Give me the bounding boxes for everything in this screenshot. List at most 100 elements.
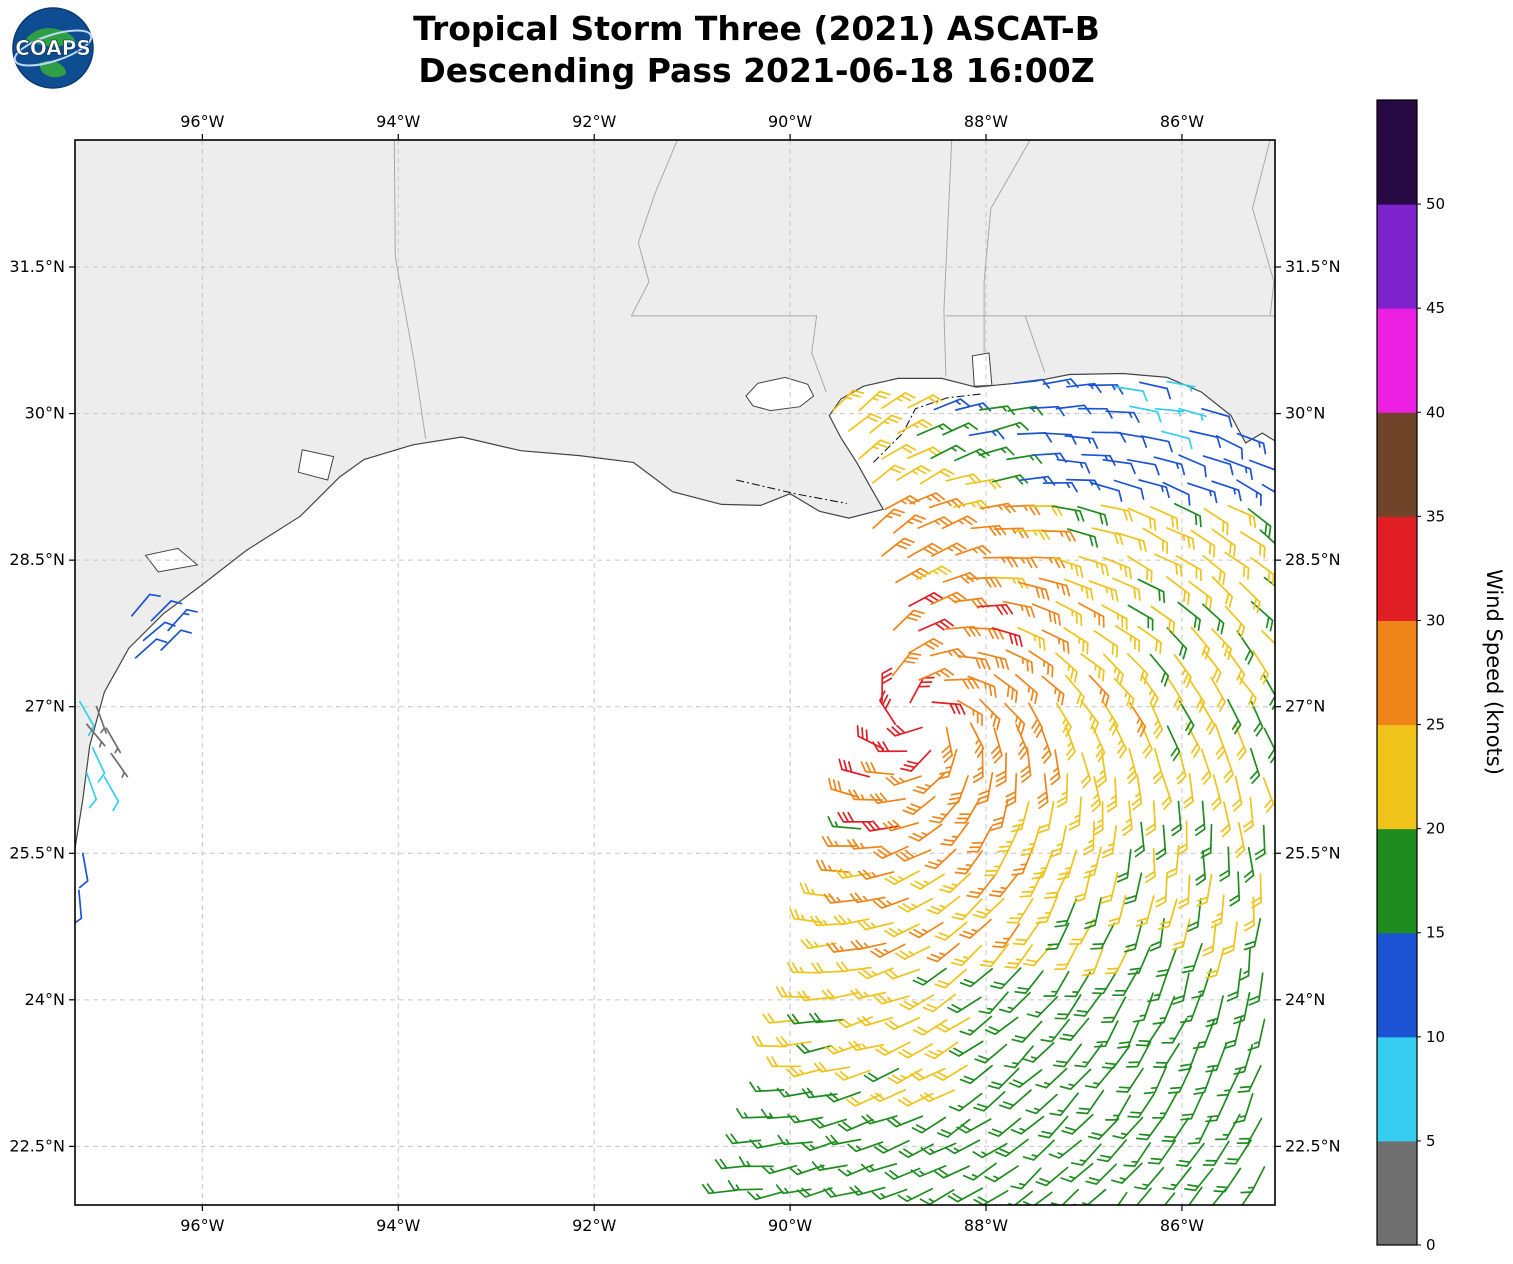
- wind-barb: [1252, 649, 1269, 685]
- wind-barb: [1152, 995, 1176, 1025]
- wind-barb: [1154, 407, 1185, 417]
- wind-barb: [945, 625, 981, 637]
- wind-barb: [1227, 650, 1246, 685]
- colorbar-segment: [1377, 100, 1417, 205]
- wind-barb: [1102, 653, 1124, 686]
- wind-barb: [811, 962, 847, 974]
- wind-barb: [1124, 872, 1143, 905]
- lon-tick-label: 96°W: [180, 112, 224, 131]
- wind-barb: [955, 544, 992, 556]
- wind-barb: [954, 850, 984, 875]
- wind-barb: [895, 567, 931, 584]
- wind-barb: [1196, 873, 1213, 907]
- wind-barb: [1022, 1139, 1055, 1161]
- wind-barb: [1202, 455, 1234, 476]
- wind-barb: [920, 1142, 957, 1156]
- wind-barb: [1004, 702, 1026, 735]
- wind-barb: [1081, 946, 1104, 977]
- maritime-dashed-line: [873, 393, 982, 463]
- wind-barb: [1190, 529, 1216, 558]
- wind-barb: [1012, 920, 1041, 946]
- colorbar-segment: [1377, 204, 1417, 309]
- wind-barb: [1111, 1162, 1143, 1184]
- wind-barb: [1015, 723, 1029, 760]
- wind-barb: [1102, 700, 1119, 736]
- wind-barb: [1076, 1089, 1105, 1115]
- wind-barb: [1055, 601, 1083, 627]
- wind-barb: [847, 413, 882, 432]
- wind-barb: [1137, 578, 1166, 604]
- wind-barb: [837, 1016, 874, 1029]
- wind-barb: [1088, 383, 1124, 395]
- wind-barb: [1220, 801, 1232, 838]
- wind-barb: [916, 423, 953, 436]
- wind-barb: [977, 651, 1010, 671]
- wind-barb: [1195, 850, 1207, 886]
- wind-barb: [1041, 530, 1076, 542]
- wind-barb: [1030, 556, 1066, 569]
- wind-barb: [1035, 1166, 1069, 1187]
- wind-barb: [823, 893, 860, 904]
- wind-barb: [884, 1167, 921, 1180]
- wind-barb: [1134, 821, 1145, 858]
- wind-barb: [827, 816, 862, 830]
- wind-barb: [934, 968, 968, 989]
- colorbar-axis-label: Wind Speed (knots): [1482, 569, 1506, 775]
- wind-barb: [761, 1164, 798, 1175]
- wind-barb: [1092, 726, 1106, 763]
- wind-barb: [1261, 630, 1275, 658]
- wind-barb: [1066, 528, 1099, 548]
- wind-barb: [1166, 380, 1196, 392]
- wind-barb: [1100, 871, 1119, 904]
- wind-barb: [1038, 577, 1071, 597]
- wind-barb: [953, 499, 990, 511]
- wind-barb: [821, 989, 858, 1000]
- wind-barb: [1153, 1042, 1181, 1069]
- wind-barb: [872, 897, 910, 909]
- wind-barb: [1187, 898, 1202, 932]
- lake: [745, 376, 815, 412]
- wind-barb: [979, 698, 1001, 731]
- wind-barb: [1138, 381, 1172, 400]
- wind-barb: [956, 699, 983, 727]
- wind-barb: [931, 542, 967, 557]
- wind-barb: [1063, 627, 1089, 655]
- wind-barb: [1259, 529, 1275, 557]
- wind-barb: [1240, 531, 1266, 559]
- wind-barb: [1068, 796, 1082, 831]
- lon-tick-label: 86°W: [1160, 1216, 1204, 1235]
- wind-barb: [1054, 994, 1082, 1020]
- wind-barb: [847, 1141, 884, 1153]
- wind-barb: [1157, 898, 1178, 930]
- wind-barb: [1161, 1117, 1190, 1143]
- lat-tick-label: 30°N: [1285, 404, 1325, 423]
- coaps-logo: COAPS: [10, 5, 96, 91]
- wind-barb: [1203, 507, 1229, 536]
- lon-tick-label: 94°W: [376, 112, 420, 131]
- wind-barb: [1202, 1140, 1230, 1167]
- wind-barb: [953, 597, 989, 609]
- wind-barb: [1140, 435, 1173, 453]
- wind-barb: [991, 627, 1023, 648]
- colorbar-tick-label: 50: [1426, 195, 1445, 213]
- maritime-lines-layer: [736, 393, 982, 505]
- wind-barb: [1020, 825, 1041, 857]
- wind-barb: [833, 914, 870, 926]
- wind-barb: [1116, 849, 1132, 883]
- wind-barb: [1059, 1017, 1090, 1041]
- wind-barb: [941, 726, 954, 764]
- wind-barb: [1080, 653, 1105, 682]
- lon-tick-label: 92°W: [572, 1216, 616, 1235]
- wind-barb: [1167, 1065, 1193, 1094]
- wind-barb: [1116, 1067, 1144, 1093]
- wind-barb: [845, 1093, 882, 1107]
- wind-barb: [969, 626, 1005, 640]
- wind-barb: [1219, 846, 1231, 882]
- wind-barb: [977, 603, 1014, 616]
- wind-barb: [1064, 674, 1085, 708]
- wind-barb: [919, 1089, 956, 1103]
- wind-barb: [1187, 482, 1218, 504]
- wind-barb: [1101, 1045, 1131, 1070]
- wind-barb: [857, 967, 894, 980]
- wind-barb: [995, 752, 1008, 788]
